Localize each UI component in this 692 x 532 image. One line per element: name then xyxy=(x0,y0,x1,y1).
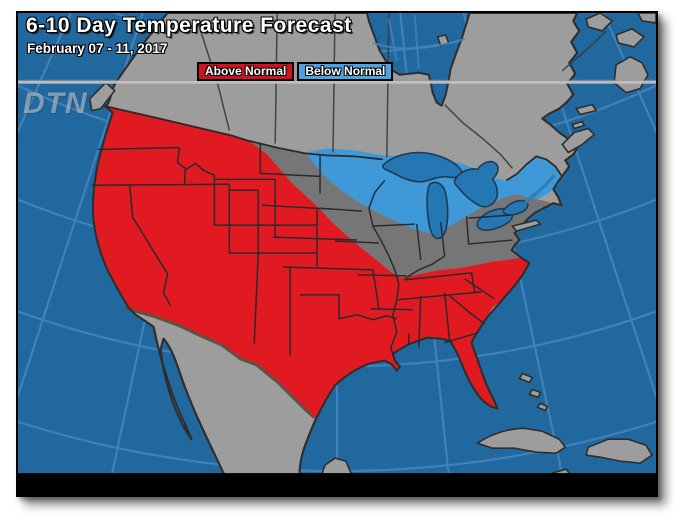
long-island xyxy=(511,219,542,233)
lake-ontario xyxy=(502,199,529,216)
st-lawrence-river xyxy=(524,174,556,204)
great-lakes xyxy=(382,151,529,240)
arctic-islands xyxy=(585,13,656,48)
lake-erie xyxy=(476,207,514,231)
canada-border xyxy=(102,104,563,182)
nova-scotia xyxy=(561,127,596,154)
legend-below-normal: Below Normal xyxy=(297,62,394,81)
page-title: 6-10 Day Temperature Forecast xyxy=(26,14,352,37)
legend-above-normal: Above Normal xyxy=(197,62,295,81)
anticosti-island xyxy=(574,103,598,116)
bahamas xyxy=(518,372,549,412)
vancouver-island xyxy=(88,81,116,112)
hudson-bay-graticule xyxy=(372,14,465,69)
state-borders xyxy=(91,143,513,360)
hispaniola xyxy=(585,438,654,464)
coastline xyxy=(91,13,581,495)
lake-huron xyxy=(453,160,499,208)
dtn-watermark: DTN xyxy=(23,87,88,120)
legend: Above Normal Below Normal xyxy=(197,62,394,81)
forecast-map-frame: 6-10 Day Temperature Forecast February 0… xyxy=(16,11,658,497)
date-range: February 07 - 11, 2017 xyxy=(27,41,168,56)
islands xyxy=(88,13,656,495)
lake-superior xyxy=(382,151,463,183)
cuba xyxy=(475,427,567,454)
forecast-map xyxy=(18,13,656,495)
lake-michigan xyxy=(426,181,449,240)
footer-bar xyxy=(18,473,656,495)
prince-edward-island xyxy=(571,120,586,130)
